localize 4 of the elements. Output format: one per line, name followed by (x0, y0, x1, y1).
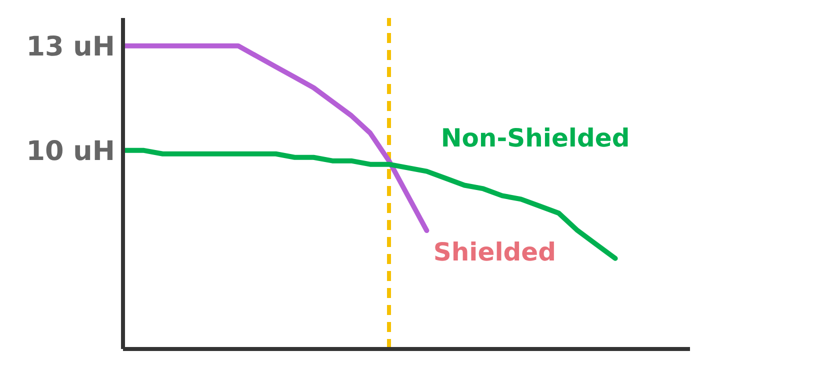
series-label: Shielded (433, 238, 556, 267)
y-tick-label: 10 uH (26, 136, 115, 167)
series-label: Non-Shielded (440, 123, 630, 152)
y-tick-label: 13 uH (26, 31, 115, 62)
